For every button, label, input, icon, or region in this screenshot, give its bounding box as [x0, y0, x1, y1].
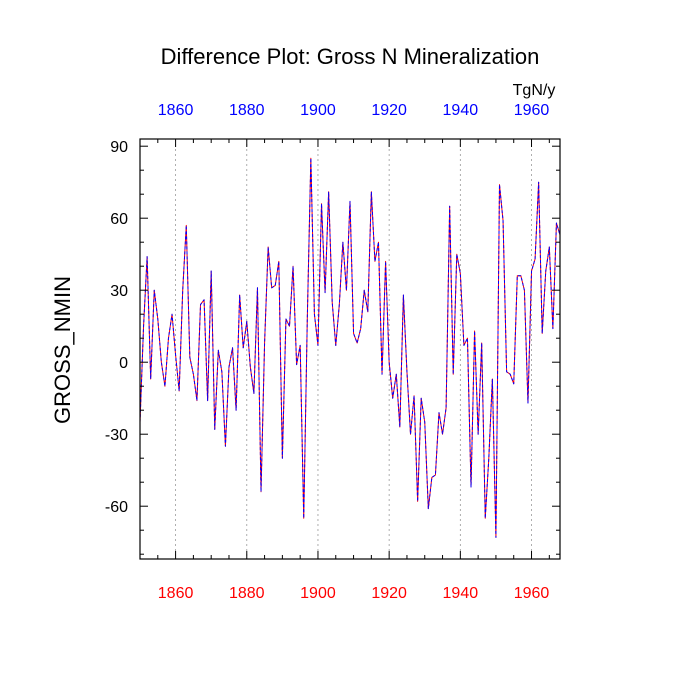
- y-tick-label-2: 30: [110, 283, 128, 300]
- x-tick-label-top-2: 1900: [300, 102, 336, 119]
- y-tick-label-0: 90: [110, 139, 128, 156]
- plot-frame: [139, 138, 561, 560]
- x-tick-label-bottom-5: 1960: [514, 585, 550, 602]
- series-layer: [140, 157, 560, 538]
- grid-lines: [175, 139, 532, 559]
- y-tick-label-3: 0: [119, 355, 128, 372]
- y-axis-label: GROSS_NMIN: [50, 276, 75, 424]
- x-tick-label-bottom-1: 1880: [229, 585, 265, 602]
- y-tick-label-5: -60: [105, 499, 128, 516]
- x-tick-label-bottom-0: 1860: [158, 585, 194, 602]
- series-blue-line: [140, 157, 560, 538]
- x-tick-label-top-5: 1960: [514, 102, 550, 119]
- y-tick-label-1: 60: [110, 211, 128, 228]
- chart-title: Difference Plot: Gross N Mineralization: [161, 44, 540, 69]
- x-tick-label-top-0: 1860: [158, 102, 194, 119]
- x-tick-label-bottom-4: 1940: [443, 585, 479, 602]
- axes: 90 60 30 0 -30 -60 1860 1860 1880 1880 1900 1900 192…: [105, 102, 560, 602]
- x-tick-label-top-4: 1940: [443, 102, 479, 119]
- x-tick-label-bottom-2: 1900: [300, 585, 336, 602]
- x-tick-label-top-1: 1880: [229, 102, 265, 119]
- y-tick-label-4: -30: [105, 427, 128, 444]
- x-tick-label-bottom-3: 1920: [371, 585, 407, 602]
- x-tick-label-top-3: 1920: [371, 102, 407, 119]
- units-label: TgN/y: [513, 82, 556, 99]
